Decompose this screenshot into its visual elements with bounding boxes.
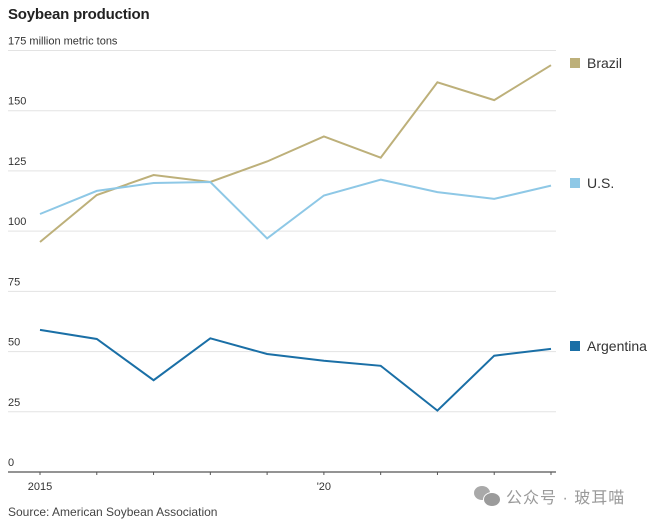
series-line-argentina: [39, 328, 552, 412]
gridlines: [8, 50, 556, 413]
legend: Brazil U.S. Argentina: [570, 55, 647, 354]
x-axis: 2015 '20: [8, 471, 556, 493]
legend-label: Brazil: [587, 55, 622, 71]
chart-title: Soybean production: [8, 6, 150, 23]
y-tick-label: 0: [8, 457, 14, 469]
wechat-icon: [474, 485, 501, 507]
legend-label: U.S.: [587, 175, 614, 191]
series-line-us: [39, 178, 552, 240]
y-tick-label: 150: [8, 96, 26, 108]
x-tick-label: '20: [317, 481, 331, 493]
legend-swatch: [570, 58, 580, 68]
y-tick-label: 175 million metric tons: [8, 36, 118, 48]
watermark: 公众号 · 玻耳喵: [474, 484, 625, 508]
series-lines: [39, 64, 552, 412]
legend-swatch: [570, 341, 580, 351]
x-tick-label: 2015: [28, 481, 52, 493]
source-note: Source: American Soybean Association: [8, 505, 218, 519]
y-tick-label: 25: [8, 397, 20, 409]
legend-swatch: [570, 178, 580, 188]
watermark-text: 公众号 · 玻耳喵: [506, 490, 626, 507]
y-axis-ticks: 0 25 50 75 100 125 150 175 million metric tons: [8, 36, 118, 470]
series-line-brazil: [39, 64, 552, 243]
y-tick-label: 50: [8, 337, 20, 349]
y-tick-label: 75: [8, 276, 20, 288]
y-tick-label: 100: [8, 216, 26, 228]
y-tick-label: 125: [8, 156, 26, 168]
legend-label: Argentina: [587, 338, 647, 354]
